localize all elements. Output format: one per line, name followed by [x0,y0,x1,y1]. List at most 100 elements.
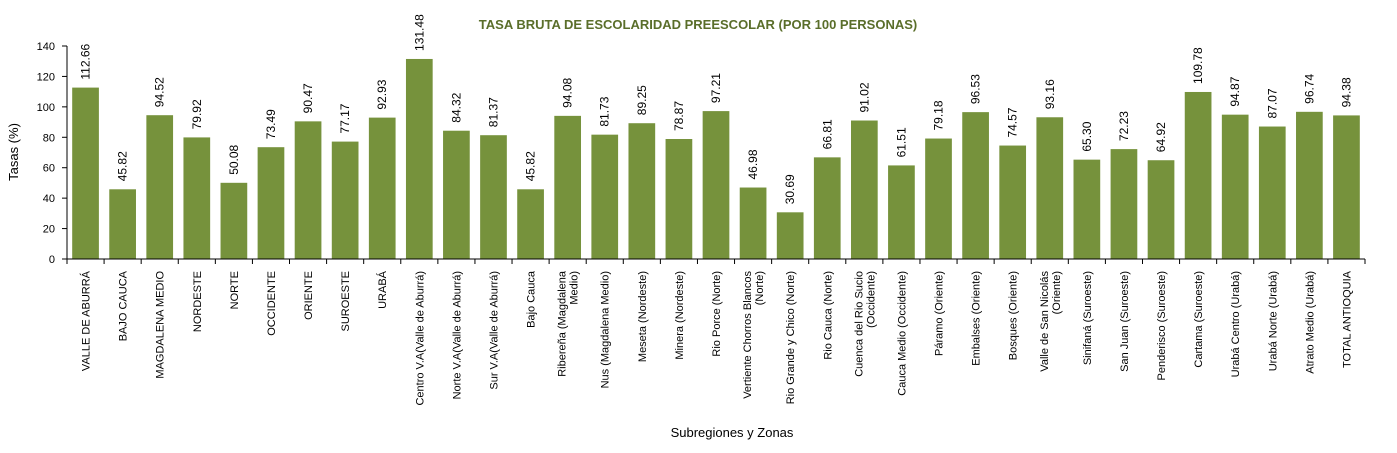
value-label: 66.81 [820,119,834,149]
x-tick-label: Embalses (Oriente) [971,271,983,366]
value-labels: 112.66 45.82 94.52 79.92 50.08 73.49 90.47 77.1… [79,14,1354,204]
bar [517,189,544,259]
x-tick-label: OCCIDENTE [266,271,278,336]
x-tick-label: Páramo (Oriente) [934,271,946,356]
bar [480,135,507,259]
value-label: 78.87 [672,101,686,131]
bar [1221,114,1249,259]
value-label: 79.18 [932,100,946,130]
value-label: 91.02 [857,82,871,112]
value-label: 97.21 [709,73,723,103]
chart-title: TASA BRUTA DE ESCOLARIDAD PREESCOLAR (PO… [479,17,917,32]
bar [999,145,1027,259]
bar [109,189,136,259]
y-tick-label: 60 [43,163,55,175]
bar [405,58,433,259]
y-tick-label: 80 [43,132,55,144]
y-tick-label: 0 [49,254,55,266]
value-label: 109.78 [1191,47,1205,84]
bar [776,212,804,259]
x-tick-label: Ribereña (MagdalenaMedio) [557,270,581,377]
bar [443,130,470,259]
value-label: 46.98 [746,149,760,179]
x-tick-label: SUROESTE [340,271,352,332]
x-tick-label: NORTE [229,271,241,309]
bar [294,121,322,259]
x-tick-label: Cartama (Suroeste) [1193,271,1205,368]
bar [72,87,99,259]
value-label: 72.23 [1117,111,1131,141]
x-tick-label: Valle de San Nicolás(Oriente) [1039,271,1063,372]
y-tick-label: 120 [37,71,55,83]
bar [925,138,952,259]
bar [1333,115,1360,260]
x-tick-label: Sur V.A(Valle de Aburrá) [488,271,500,390]
value-label: 45.82 [524,151,538,181]
x-tick-label: Rio Grande y Chico (Norte) [785,271,797,404]
bar [702,111,730,259]
x-tick-label: MAGDALENA MEDIO [155,271,167,379]
value-label: 81.37 [486,97,500,127]
y-tick-label: 40 [43,193,55,205]
x-tick-label: Bajo Cauca [526,270,538,328]
y-tick-label: 140 [37,41,55,53]
bar [331,141,359,259]
bar [220,182,248,259]
value-label: 96.74 [1302,73,1316,103]
x-tick-label: Cauca Medio (Occidente) [896,271,908,396]
value-label: 73.49 [264,109,278,139]
x-tick-label: Rio Porce (Norte) [711,271,723,357]
value-label: 61.51 [894,127,908,157]
value-label: 94.87 [1228,76,1242,106]
x-tick-label: Urabá Norte (Urabá) [1267,271,1279,371]
x-tick-label: VALLE DE ABURRÁ [80,270,93,371]
x-tick-label: Urabá Centro (Urabá) [1230,271,1242,377]
x-tick-label: URABÁ [376,270,389,309]
value-label: 65.30 [1080,121,1094,151]
y-axis: 0 20 40 60 80 100 120 140 [37,41,68,266]
bar [591,134,619,259]
value-label: 50.08 [227,144,241,174]
value-label: 94.38 [1339,77,1353,107]
bar [1296,111,1323,259]
bar [183,137,211,259]
bar [1184,91,1212,259]
x-tick-label: BAJO CAUCA [118,270,130,341]
x-tick-label: Atrato Medio (Urabá) [1304,271,1316,374]
x-tick-label: ORIENTE [303,271,315,320]
bar [368,117,396,259]
value-label: 94.52 [153,77,167,107]
value-label: 96.53 [969,74,983,104]
bar [1258,126,1286,260]
bar [146,115,174,259]
value-label: 89.25 [635,85,649,115]
y-tick-label: 20 [43,224,55,236]
value-label: 90.47 [301,83,315,113]
x-axis: VALLE DE ABURRÁ BAJO CAUCA MAGDALENA MEDIO… [66,258,1366,406]
x-tick-label: Minera (Nordeste) [674,271,686,360]
bar [850,120,878,260]
bar [1110,149,1138,259]
value-label: 92.93 [375,79,389,109]
x-tick-label: Meseta (Nordeste) [637,271,649,362]
bars [72,58,1360,260]
value-label: 81.73 [598,96,612,126]
value-label: 131.48 [412,14,426,51]
x-axis-label: Subregiones y Zonas [671,425,794,440]
bar [813,157,841,259]
bar [1036,117,1064,259]
x-tick-label: TOTAL ANTIOQUIA [1341,270,1353,368]
bar [1073,159,1101,259]
x-tick-label: Penderisco (Suroeste) [1156,271,1168,380]
x-tick-label: Bosques (Oriente) [1008,271,1020,360]
x-tick-label: Norte V.A(Valle de Aburrá) [451,271,463,399]
x-tick-label: Vertiente Chorros Blancos(Norte) [742,271,766,399]
x-tick-label: Nus (Magdalena Medio) [600,271,612,388]
value-label: 64.92 [1154,122,1168,152]
y-axis-label: Tasas (%) [6,123,21,181]
bar [665,139,693,259]
x-tick-label: Rio Cauca (Norte) [822,271,834,360]
x-tick-label: Centro V.A(Valle de Aburrá) [414,271,426,406]
value-label: 84.32 [449,92,463,122]
